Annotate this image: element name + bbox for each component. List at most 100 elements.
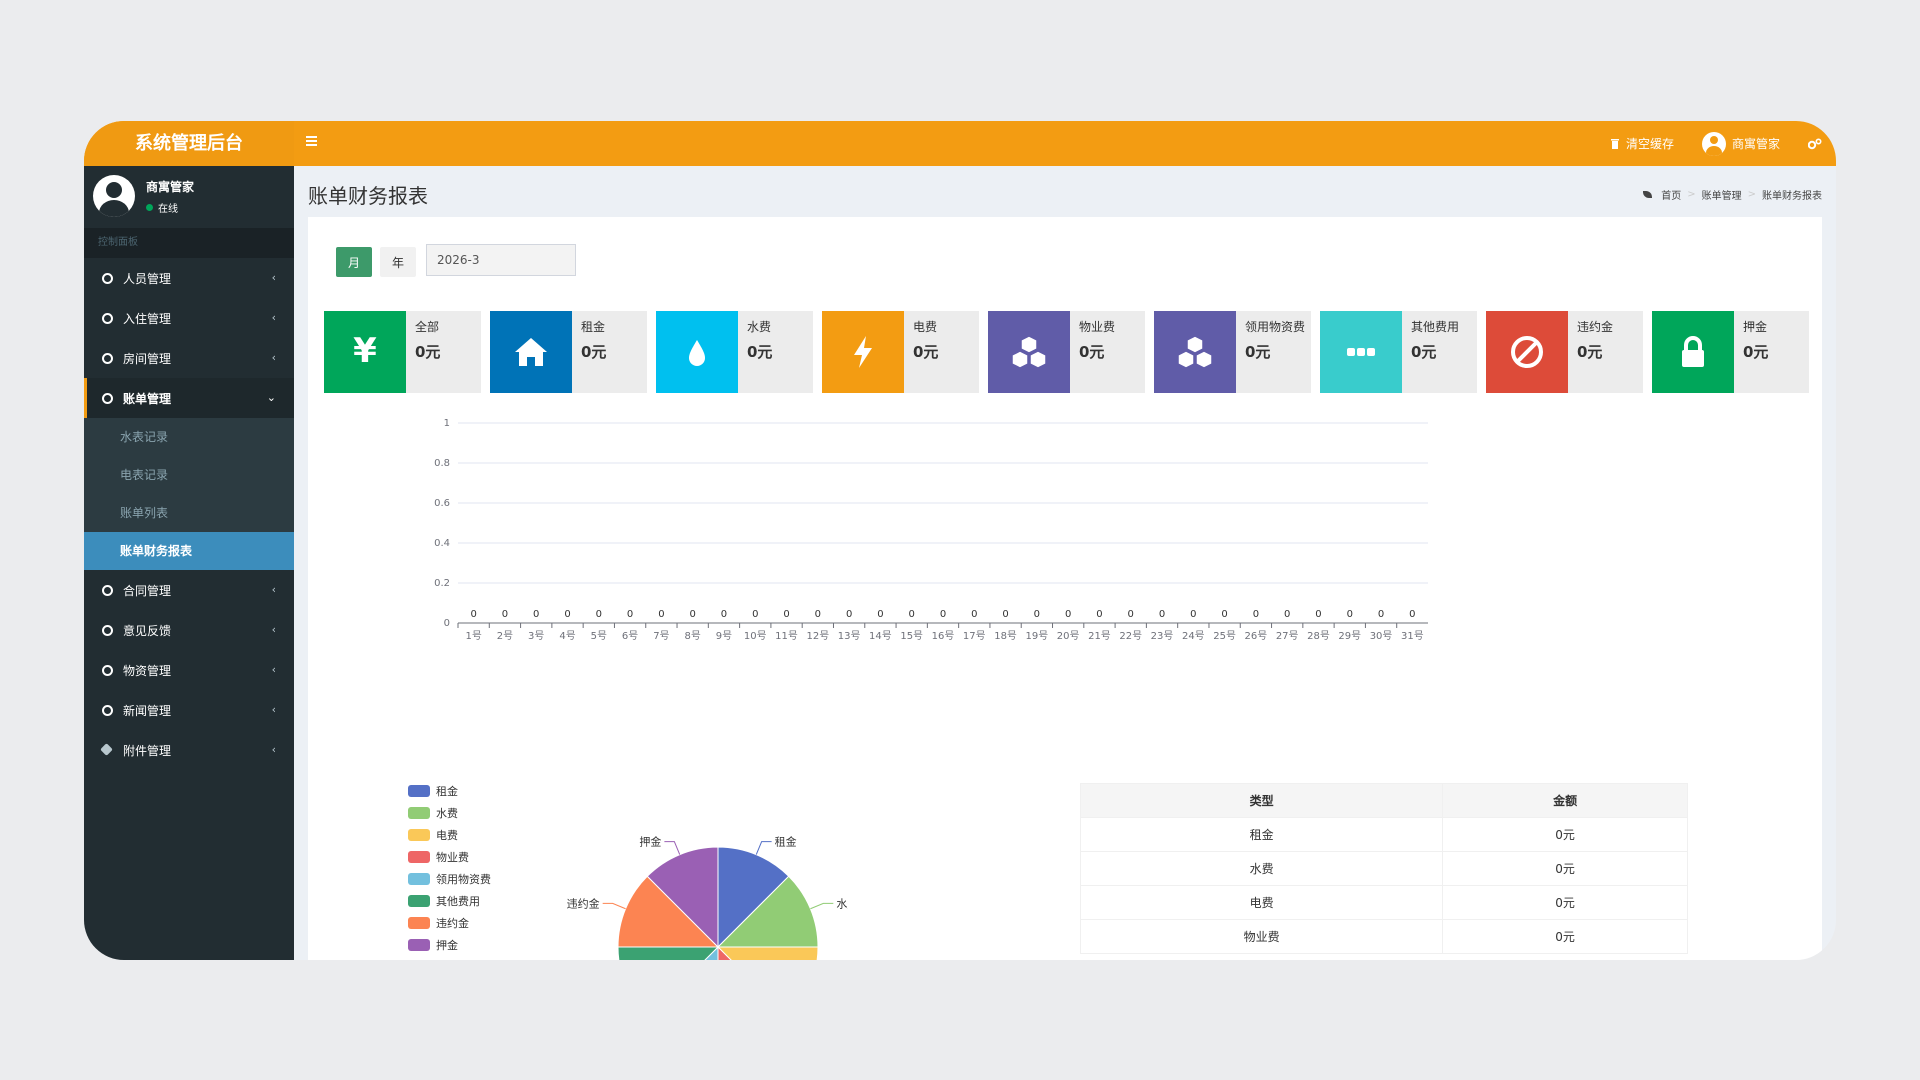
legend-label[interactable]: 领用物资费 xyxy=(436,872,491,886)
legend-label[interactable]: 电费 xyxy=(436,829,458,842)
x-tick-label: 15号 xyxy=(900,630,923,642)
summary-card[interactable]: 物业费 0元 xyxy=(988,311,1145,393)
pie-slice[interactable] xyxy=(716,946,819,960)
card-label: 全部 xyxy=(415,320,440,334)
cubes-icon xyxy=(1011,335,1047,369)
x-tick-label: 27号 xyxy=(1276,630,1299,642)
legend-label[interactable]: 水费 xyxy=(436,807,458,820)
legend-swatch[interactable] xyxy=(408,807,430,819)
summary-card[interactable]: 其他费用 0元 xyxy=(1320,311,1477,393)
summary-card[interactable]: 租金 0元 xyxy=(490,311,647,393)
legend-swatch[interactable] xyxy=(408,785,430,797)
breadcrumb: 首页 > 账单管理 > 账单财务报表 xyxy=(1643,187,1822,202)
date-picker-input[interactable] xyxy=(426,244,576,276)
pie-label: 水费 xyxy=(836,897,848,910)
x-tick-label: 2号 xyxy=(497,630,513,642)
chevron-left-icon: ‹ xyxy=(271,351,276,364)
data-label: 0 xyxy=(783,609,789,620)
legend-label[interactable]: 物业费 xyxy=(436,850,469,864)
header-user-name: 商寓管家 xyxy=(1731,137,1780,151)
chevron-down-icon: ⌄ xyxy=(266,391,276,404)
main-content: 账单财务报表 首页 > 账单管理 > 账单财务报表 月 年 ¥全部0元租金0元水… xyxy=(294,166,1836,960)
data-label: 0 xyxy=(1096,609,1102,620)
summary-cards: ¥ 全部 0元 租金 0元 水费 0元 电费 0元 物业费 0元 领用物资费 0元 其他费用 0元 违约金 0元… xyxy=(324,311,1809,393)
card-label: 其他费用 xyxy=(1411,320,1460,334)
user-menu[interactable]: 商寓管家 xyxy=(1688,131,1794,156)
legend-swatch[interactable] xyxy=(408,895,430,907)
sidebar-item-news[interactable]: 新闻管理 ‹ xyxy=(84,690,294,730)
submenu-electric-records[interactable]: 电表记录 xyxy=(120,468,169,482)
data-label: 0 xyxy=(470,609,476,620)
card-value: 0元 xyxy=(1245,343,1271,361)
summary-card[interactable]: 押金 0元 xyxy=(1652,311,1809,393)
sidebar-item-feedback[interactable]: 意见反馈 ‹ xyxy=(84,610,294,650)
data-label: 0 xyxy=(815,609,821,620)
y-tick-label: 0.2 xyxy=(434,578,450,589)
chevron-left-icon: ‹ xyxy=(271,703,276,716)
submenu-bill-report[interactable]: 账单财务报表 xyxy=(84,532,294,570)
sidebar-item-bills[interactable]: 账单管理 ⌄ xyxy=(84,378,294,418)
x-tick-label: 4号 xyxy=(559,630,575,642)
sidebar-item-rooms[interactable]: 房间管理 ‹ xyxy=(84,338,294,378)
breadcrumb-bills[interactable]: 账单管理 xyxy=(1701,191,1742,202)
summary-card[interactable]: 电费 0元 xyxy=(822,311,979,393)
pie-slice[interactable] xyxy=(617,946,720,960)
submenu-water-records[interactable]: 水表记录 xyxy=(120,430,169,444)
data-label: 0 xyxy=(1221,609,1227,620)
sidebar-item-checkin[interactable]: 入住管理 ‹ xyxy=(84,298,294,338)
settings-button[interactable] xyxy=(1794,137,1836,150)
summary-card[interactable]: 违约金 0元 xyxy=(1486,311,1643,393)
summary-table: 类型 金额 租金 0元 水费 0元 电费 0元 物业费 0元 xyxy=(1079,783,1688,954)
data-label: 0 xyxy=(940,609,946,620)
summary-card[interactable]: 领用物资费 0元 xyxy=(1154,311,1311,393)
table-row: 水费 0元 xyxy=(1079,851,1688,886)
submenu-bill-list[interactable]: 账单列表 xyxy=(120,506,169,520)
pie-label-line xyxy=(755,841,772,855)
card-icon-box xyxy=(656,311,738,393)
pie-slice[interactable] xyxy=(717,945,789,960)
x-tick-label: 17号 xyxy=(963,630,986,642)
cubes-icon xyxy=(1177,335,1213,369)
legend-label[interactable]: 押金 xyxy=(436,938,458,952)
year-button[interactable]: 年 xyxy=(380,247,416,277)
summary-card[interactable]: ¥ 全部 0元 xyxy=(324,311,481,393)
sidebar-item-contracts[interactable]: 合同管理 ‹ xyxy=(84,570,294,610)
legend-swatch[interactable] xyxy=(408,917,430,929)
legend-swatch[interactable] xyxy=(408,851,430,863)
data-label: 0 xyxy=(502,609,508,620)
sidebar-item-materials[interactable]: 物资管理 ‹ xyxy=(84,650,294,690)
breadcrumb-home[interactable]: 首页 xyxy=(1661,191,1682,202)
legend-swatch[interactable] xyxy=(408,873,430,885)
x-tick-label: 31号 xyxy=(1401,630,1424,642)
card-value: 0元 xyxy=(913,343,939,361)
month-button[interactable]: 月 xyxy=(336,247,372,277)
legend-swatch[interactable] xyxy=(408,939,430,951)
home-icon xyxy=(515,338,547,366)
pie-label-line xyxy=(602,902,626,910)
legend-label[interactable]: 违约金 xyxy=(436,916,469,930)
ellipsis-icon xyxy=(1347,348,1375,356)
sidebar-item-personnel[interactable]: 人员管理 ‹ xyxy=(84,258,294,298)
sidebar-item-attachments[interactable]: 附件管理 ‹ xyxy=(84,730,294,770)
card-value: 0元 xyxy=(415,343,441,361)
bolt-icon xyxy=(854,336,872,368)
data-label: 0 xyxy=(846,609,852,620)
sidebar-toggle-icon[interactable] xyxy=(306,134,326,154)
table-row: 物业费 0元 xyxy=(1079,919,1688,954)
x-tick-label: 22号 xyxy=(1119,630,1142,642)
y-tick-label: 0.4 xyxy=(434,538,450,549)
app-logo[interactable]: 系统管理后台 xyxy=(84,121,294,166)
pie-label: 租金 xyxy=(775,835,797,849)
legend-swatch[interactable] xyxy=(408,829,430,841)
category-pie-chart: 租金水费电费物业费领用物资费其他费用违约金押金租金水费违约金押金 xyxy=(408,784,848,960)
data-label: 0 xyxy=(752,609,758,620)
summary-card[interactable]: 水费 0元 xyxy=(656,311,813,393)
clear-cache-button[interactable]: 清空缓存 xyxy=(1596,135,1688,152)
legend-label[interactable]: 其他费用 xyxy=(436,895,480,908)
data-label: 0 xyxy=(971,609,977,620)
sidebar-user-name: 商寓管家 xyxy=(146,180,195,194)
chevron-left-icon: ‹ xyxy=(271,271,276,284)
chevron-left-icon: ‹ xyxy=(271,583,276,596)
user-avatar xyxy=(93,175,135,217)
legend-label[interactable]: 租金 xyxy=(436,784,458,798)
